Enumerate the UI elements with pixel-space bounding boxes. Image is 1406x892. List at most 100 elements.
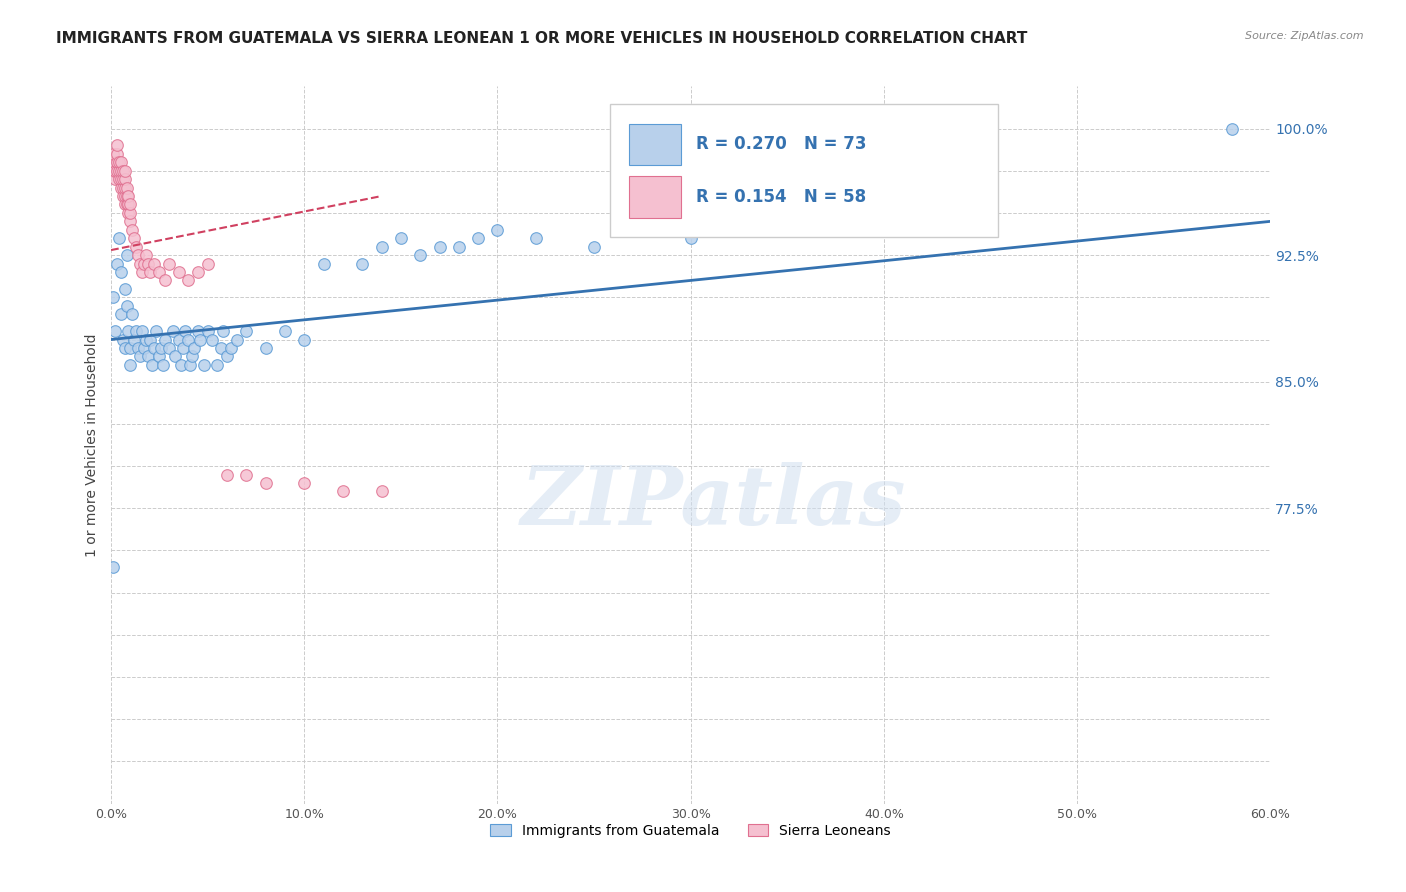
Point <box>212 324 235 338</box>
Point <box>111 172 134 186</box>
Text: R = 0.270   N = 73: R = 0.270 N = 73 <box>696 136 868 153</box>
Point <box>110 163 132 178</box>
Point <box>139 265 162 279</box>
Point <box>370 484 392 499</box>
Point <box>188 333 211 347</box>
Point <box>120 206 142 220</box>
Point <box>409 248 432 262</box>
Point <box>121 223 143 237</box>
Point <box>117 324 139 338</box>
Bar <box>630 176 682 218</box>
Point <box>120 214 142 228</box>
Point <box>104 172 127 186</box>
Point <box>187 324 209 338</box>
Point <box>120 358 142 372</box>
Point <box>139 333 162 347</box>
Point <box>117 206 139 220</box>
Point <box>115 180 138 194</box>
Point <box>274 324 297 338</box>
Point <box>117 189 139 203</box>
Point <box>115 197 138 211</box>
Point <box>111 189 134 203</box>
Point <box>148 265 170 279</box>
Point <box>225 333 247 347</box>
Point <box>332 484 354 499</box>
Point <box>254 341 277 355</box>
Point <box>179 358 201 372</box>
Point <box>153 333 176 347</box>
Point <box>209 341 232 355</box>
Point <box>117 197 139 211</box>
Point <box>104 324 127 338</box>
FancyBboxPatch shape <box>610 104 998 237</box>
Point <box>235 467 257 482</box>
Point <box>254 475 277 490</box>
Point <box>157 341 180 355</box>
Point <box>169 358 191 372</box>
Point <box>215 467 238 482</box>
Point <box>131 265 153 279</box>
Point <box>105 163 128 178</box>
Point <box>181 350 204 364</box>
Point <box>193 358 215 372</box>
Point <box>115 189 138 203</box>
Point <box>1220 121 1243 136</box>
Text: Source: ZipAtlas.com: Source: ZipAtlas.com <box>1246 31 1364 41</box>
Point <box>215 350 238 364</box>
Point <box>292 333 315 347</box>
Point <box>389 231 412 245</box>
Point <box>120 341 142 355</box>
Point <box>173 324 195 338</box>
Point <box>114 163 136 178</box>
Point <box>312 256 335 270</box>
Point <box>111 163 134 178</box>
Point <box>177 333 200 347</box>
Point <box>132 341 155 355</box>
Point <box>125 324 148 338</box>
Point <box>110 155 132 169</box>
Point <box>136 350 159 364</box>
Y-axis label: 1 or more Vehicles in Household: 1 or more Vehicles in Household <box>86 334 100 557</box>
Legend: Immigrants from Guatemala, Sierra Leoneans: Immigrants from Guatemala, Sierra Leonea… <box>485 818 897 843</box>
Point <box>152 358 174 372</box>
Point <box>776 223 799 237</box>
Point <box>200 333 222 347</box>
Point <box>135 248 157 262</box>
Point <box>114 282 136 296</box>
Point <box>105 155 128 169</box>
Point <box>104 163 127 178</box>
Point <box>101 290 124 304</box>
Point <box>131 324 153 338</box>
Point <box>219 341 242 355</box>
Point <box>108 155 131 169</box>
Point <box>583 240 606 254</box>
Point <box>135 333 157 347</box>
Point <box>132 256 155 270</box>
Point <box>136 256 159 270</box>
Point <box>124 231 146 245</box>
Point <box>110 180 132 194</box>
Point <box>127 248 149 262</box>
Point <box>429 240 451 254</box>
Point <box>111 333 134 347</box>
Point <box>101 146 124 161</box>
Point <box>197 324 219 338</box>
Point <box>108 163 131 178</box>
Text: R = 0.154   N = 58: R = 0.154 N = 58 <box>696 188 866 206</box>
Point <box>172 341 194 355</box>
Point <box>142 256 165 270</box>
Point <box>162 324 184 338</box>
Point <box>114 172 136 186</box>
Bar <box>630 124 682 165</box>
Point <box>163 350 186 364</box>
Point <box>125 240 148 254</box>
Point <box>167 333 190 347</box>
Point <box>115 248 138 262</box>
Point <box>124 333 146 347</box>
Point <box>114 341 136 355</box>
Point <box>105 138 128 153</box>
Point <box>142 341 165 355</box>
Point <box>120 197 142 211</box>
Point <box>129 256 152 270</box>
Point <box>370 240 392 254</box>
